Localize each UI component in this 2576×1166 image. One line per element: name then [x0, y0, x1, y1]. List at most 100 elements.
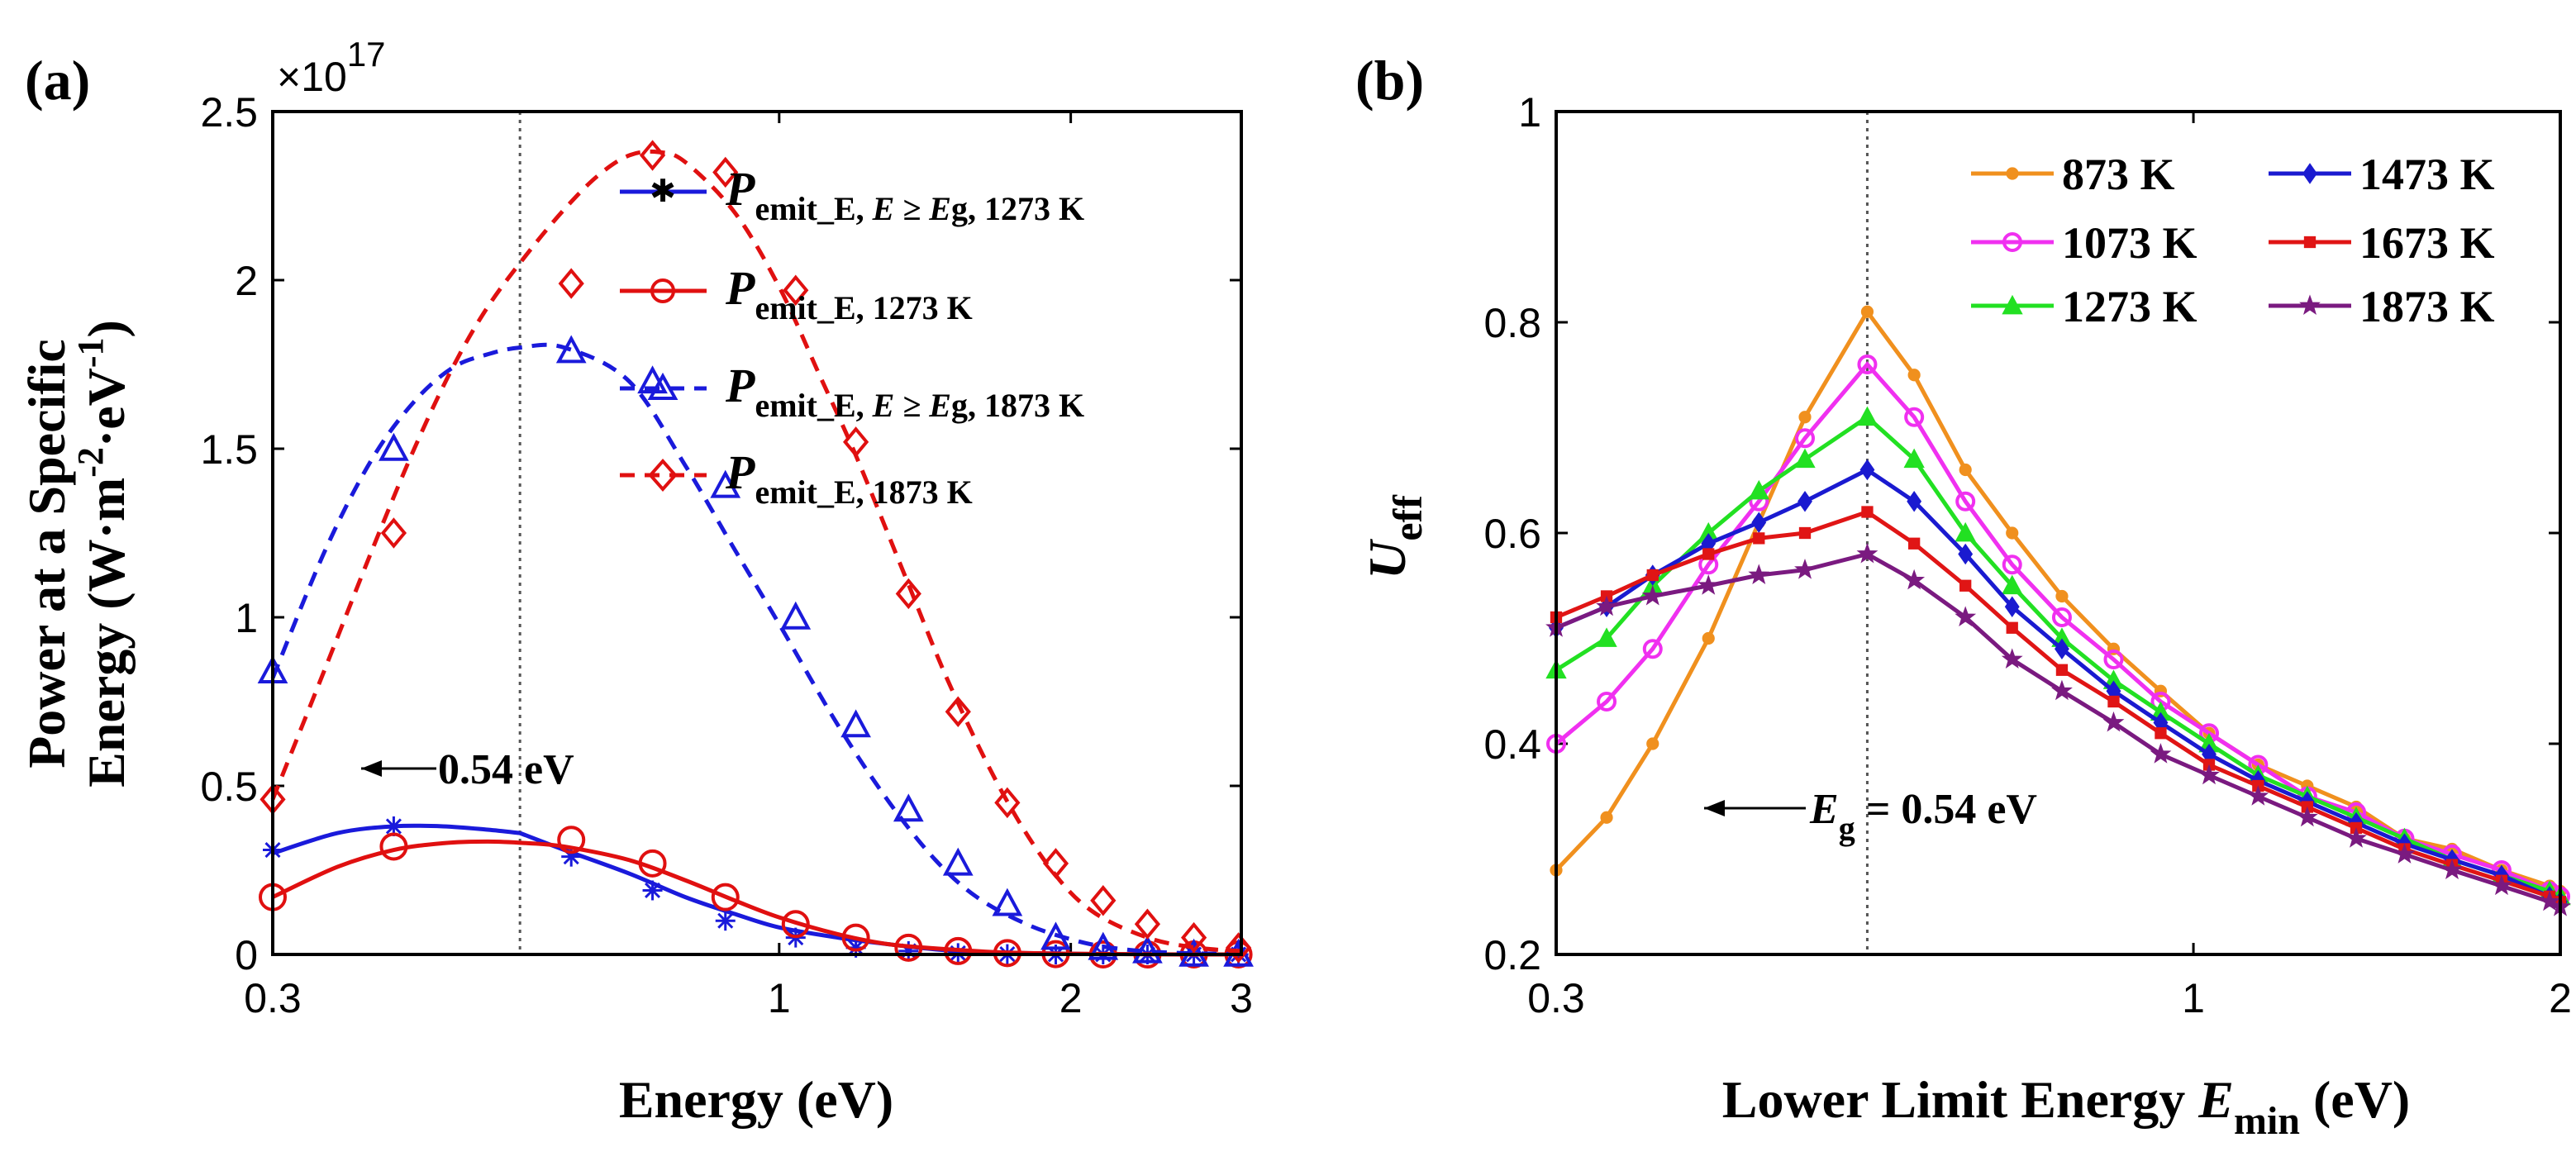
legend-label-a-2: Pemit_E, 1273 K [725, 261, 973, 326]
data-point-b-6 [1856, 542, 1878, 564]
legend-label-a-3: Pemit_E, E ≥ Eg, 1873 K [725, 359, 1084, 424]
y-title-part3: ) [77, 320, 136, 337]
data-point-b-2 [1795, 428, 1816, 449]
data-point-b-6 [1794, 559, 1816, 579]
legend-marker-b [2006, 167, 2019, 180]
data-point-b-2 [1597, 692, 1617, 711]
data-point-a-4 [558, 268, 584, 299]
plot-frame-a [271, 110, 1243, 956]
data-point-b-6 [1955, 606, 1977, 626]
y-tick-label-b: 1 [1518, 89, 1541, 136]
data-point-b-1 [1907, 369, 1921, 382]
data-point-a-2 [379, 832, 408, 861]
x-axis-title-b: Lower Limit Energy Emin (eV) [1722, 1070, 2410, 1143]
data-point-a-4 [895, 578, 921, 610]
plot-area-b: 0.3 1 2 0.2 0.4 0.6 0.8 1 [1483, 89, 2571, 1021]
data-point-b-6 [2102, 711, 2125, 732]
eg-annotation-a-label: 0.54 eV [438, 746, 574, 793]
data-point-b-1 [1798, 411, 1812, 424]
legend-label-b-4: 1473 K [2359, 150, 2495, 199]
data-point-b-5 [1646, 569, 1659, 582]
series-line-a-4 [270, 149, 1242, 954]
data-point-a-2 [781, 910, 810, 939]
data-point-b-2 [2051, 607, 2072, 627]
legend-marker-b [2002, 232, 2022, 252]
panel-a-label: (a) [25, 49, 90, 112]
legend-entry-a-2: Pemit_E, 1273 K [620, 261, 973, 326]
y-tick-label-b: 0.4 [1483, 721, 1541, 768]
data-point-b-3 [1856, 406, 1878, 426]
y-tick-label-a: 0.5 [200, 764, 258, 810]
data-point-a-2 [894, 933, 923, 962]
data-point-a-3 [1088, 931, 1119, 960]
data-point-b-4 [1958, 543, 1974, 565]
y-tick-label-a: 1 [235, 595, 258, 641]
data-point-a-4 [783, 274, 809, 306]
data-point-b-6 [1697, 574, 1720, 595]
data-point-a-3 [780, 601, 812, 630]
data-point-a-3 [942, 847, 974, 876]
data-point-a-1 [642, 880, 663, 901]
data-point-b-2 [1955, 491, 1976, 512]
data-point-b-3 [1596, 627, 1617, 647]
legend-label-b-6: 1873 K [2359, 282, 2495, 331]
legend-entry-b-3: 1273 K [1971, 282, 2197, 331]
data-point-b-6 [2491, 874, 2512, 896]
data-point-b-4 [2004, 596, 2020, 617]
data-point-b-2 [1857, 355, 1878, 374]
legend-entry-b-2: 1073 K [1971, 218, 2197, 268]
data-point-a-2 [638, 849, 667, 878]
y-tick-label-b: 0.2 [1483, 932, 1541, 978]
series-line-b-6 [1555, 551, 2562, 909]
legend-entry-a-4: Pemit_E, 1873 K [620, 445, 973, 511]
plot-frame-b [1555, 110, 2562, 956]
data-point-b-5 [1798, 526, 1812, 540]
data-point-b-6 [1748, 564, 1770, 584]
data-point-b-6 [2296, 806, 2318, 827]
legend-entry-a-3: Pemit_E, E ≥ Eg, 1873 K [620, 359, 1084, 424]
data-point-a-4 [994, 787, 1021, 819]
legend-marker-b [2002, 294, 2023, 315]
y-title-sup1: -2 [70, 447, 111, 478]
x-tick-label-a: 1 [768, 975, 791, 1021]
data-point-b-3 [2002, 574, 2023, 595]
data-point-a-3 [992, 888, 1023, 916]
data-point-b-6 [2345, 827, 2367, 848]
panel-b-label: (b) [1355, 49, 1424, 112]
data-point-a-2 [841, 923, 870, 952]
data-point-b-2 [1904, 407, 1925, 427]
svg-text:✱: ✱ [650, 173, 676, 209]
data-point-b-6 [1596, 595, 1617, 616]
y-axis-title-b: Ueff [1358, 494, 1431, 579]
legend-label-a-4: Pemit_E, 1873 K [725, 445, 973, 511]
data-point-a-4 [1180, 921, 1207, 954]
data-point-b-4 [1797, 491, 1812, 512]
data-point-a-4 [1134, 908, 1161, 940]
panel-b: (b) Ueff Lower Limit Energy Emin (eV) 0.… [1355, 49, 2572, 1143]
data-point-a-2 [711, 883, 740, 911]
data-point-b-6 [2150, 743, 2172, 764]
data-point-b-6 [2198, 764, 2220, 785]
data-point-b-5 [1753, 532, 1765, 545]
legend-a: ✱ Pemit_E, E ≥ Eg, 1273 K Pemit_E, 1273 … [620, 162, 1084, 511]
data-point-b-6 [2247, 785, 2269, 806]
data-point-a-1-stroke [645, 882, 661, 899]
data-point-b-1 [1959, 463, 1972, 477]
eg-annotation-b: Eg = 0.54 eV [1704, 786, 2037, 847]
svg-text:Ueff: Ueff [1358, 494, 1431, 579]
legend-label-b-1: 873 K [2062, 150, 2175, 199]
y-exponent-base: ×10 [277, 54, 347, 100]
data-point-a-3 [555, 335, 587, 364]
data-point-b-5 [1861, 506, 1874, 518]
y-axis-title: Power at a Specific Energy (W·m-2·eV-1) [17, 320, 136, 788]
data-point-a-1 [715, 911, 736, 931]
data-point-b-6 [2393, 843, 2416, 864]
panel-a: (a) ×1017 Power at a Specific Energy (W·… [17, 35, 1254, 1129]
data-point-b-3 [1903, 448, 1925, 469]
y-tick-label-a: 1.5 [200, 426, 258, 473]
legend-label-a-1: Pemit_E, E ≥ Eg, 1273 K [725, 162, 1084, 227]
data-point-b-6 [2051, 679, 2073, 701]
legend-marker-b [2302, 163, 2317, 184]
ueff-sub: eff [1384, 494, 1431, 541]
y-title-part2: ·eV [77, 368, 136, 447]
